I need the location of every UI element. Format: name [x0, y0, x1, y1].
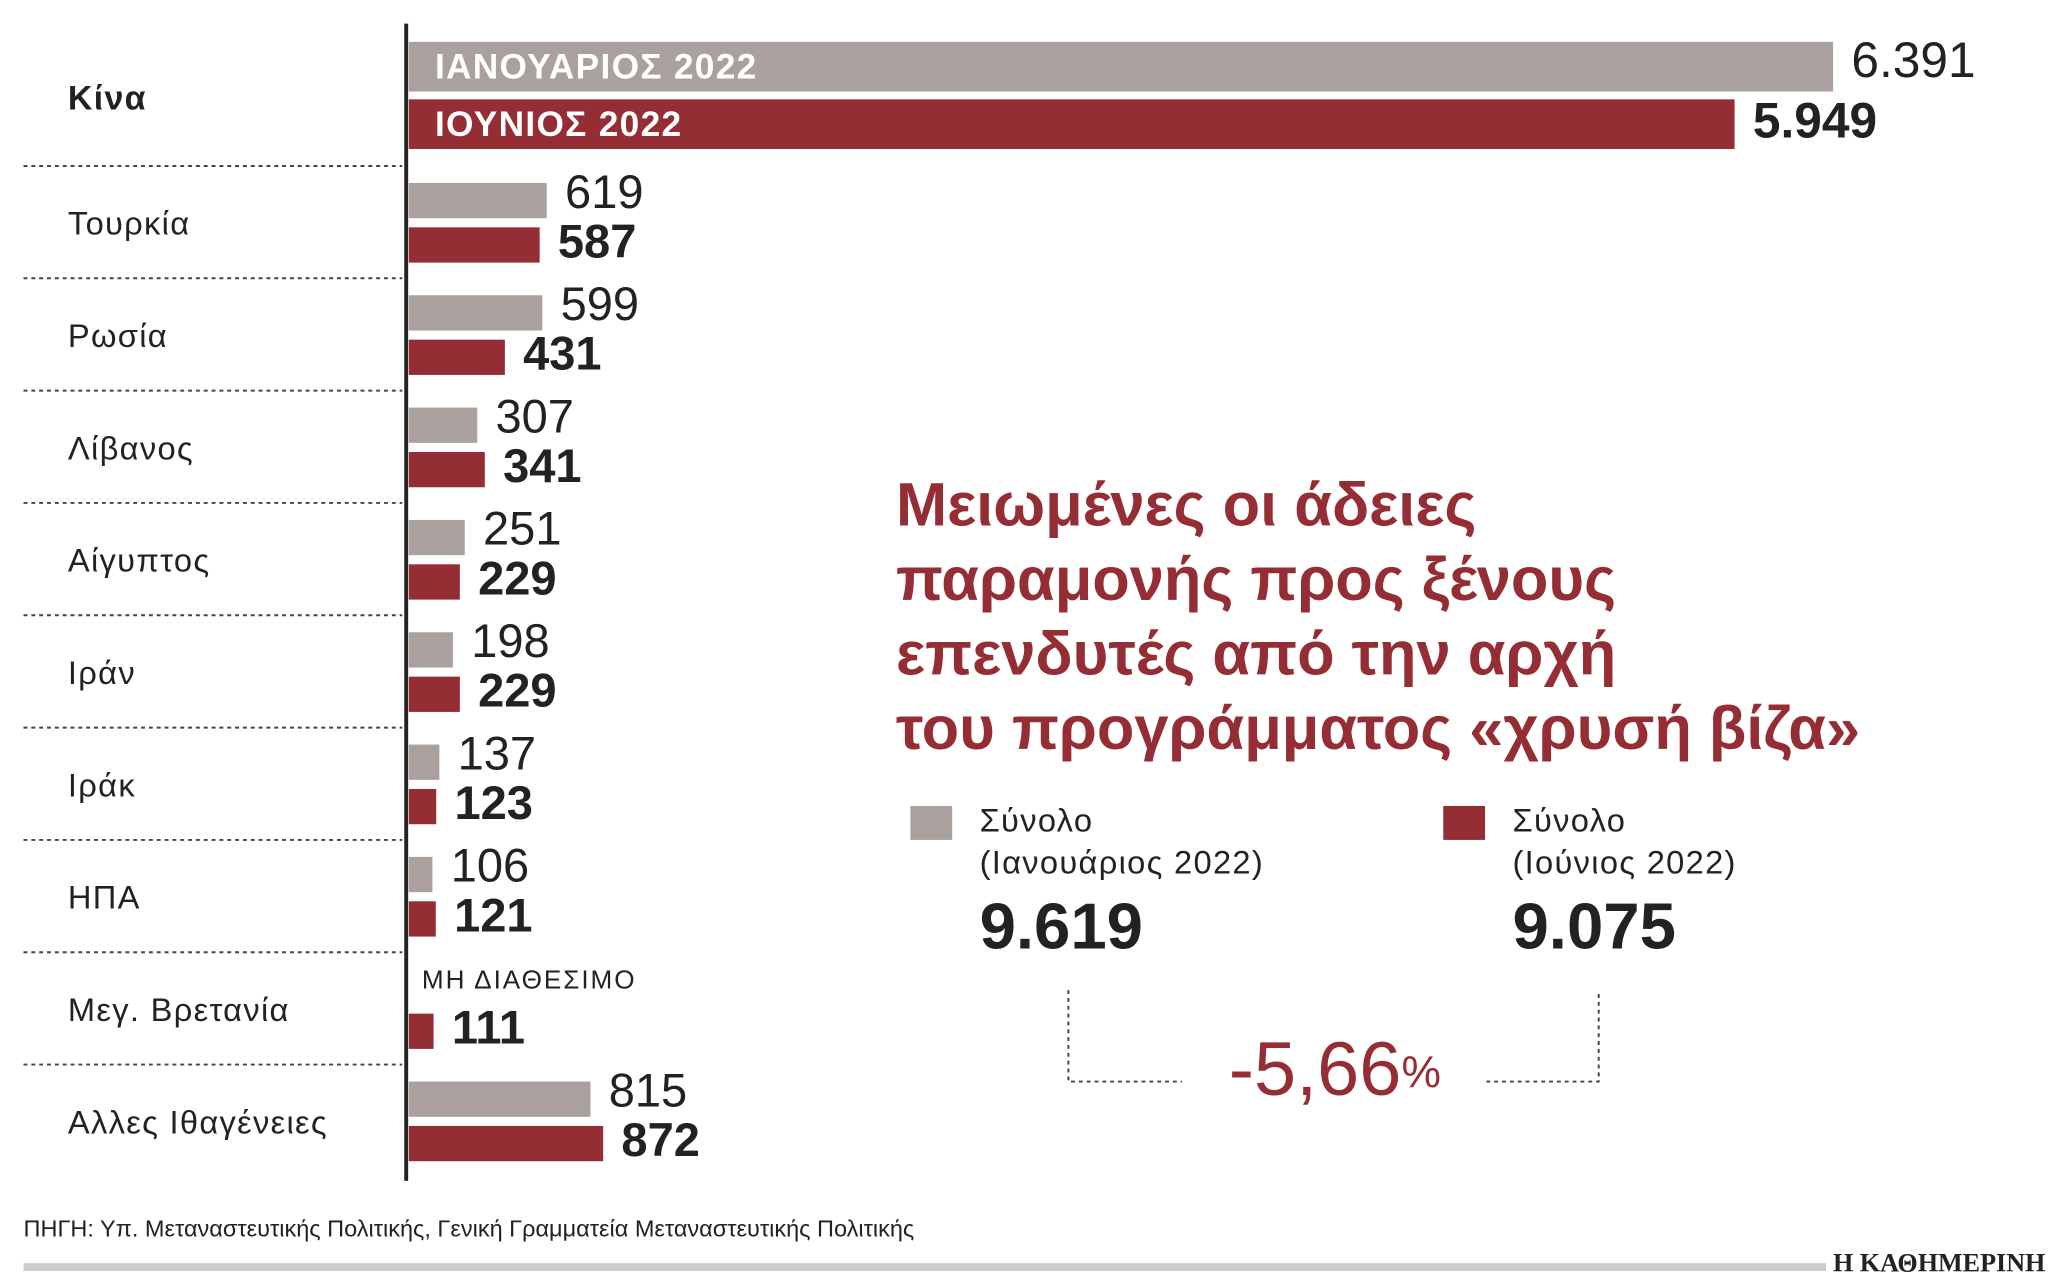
category-label: ΗΠΑ	[68, 879, 141, 916]
bar	[408, 1081, 591, 1117]
category-label: Λίβανος	[68, 429, 194, 466]
series-label: ΙΑΝΟΥΑΡΙΟΣ 2022	[435, 48, 758, 87]
bracket	[1067, 990, 1600, 1083]
summary-value: 9.075	[1512, 890, 1675, 963]
change-part: %	[1401, 1048, 1440, 1097]
category-label: Αλλες Ιθαγένειες	[68, 1103, 328, 1140]
category-label: Τουρκία	[68, 205, 191, 242]
chart-title: παραμονής προς ξένους	[896, 545, 1616, 614]
bar	[408, 856, 433, 893]
bar	[408, 452, 485, 488]
value-label: 123	[455, 776, 533, 829]
bar	[408, 339, 505, 375]
value-label: ΜΗ ΔΙΑΘΕΣΙΜΟ	[422, 965, 637, 995]
chart-title: επενδυτές από την αρχή	[896, 620, 1616, 689]
bar	[408, 901, 436, 937]
value-label: 137	[458, 726, 536, 779]
value-label: 111	[452, 1001, 525, 1054]
value-label: 5.949	[1753, 92, 1877, 148]
series-label: ΙΟΥΝΙΟΣ 2022	[435, 105, 682, 144]
bar	[408, 788, 437, 825]
change-value: -5,66%	[1229, 1027, 1441, 1112]
summary-period: (Ιανουάριος 2022)	[980, 843, 1264, 880]
value-label: 106	[451, 839, 529, 892]
bar	[408, 519, 465, 556]
change-part: -5,66	[1229, 1027, 1402, 1112]
summary-label: Σύνολο	[1512, 802, 1626, 839]
category-label: Ρωσία	[68, 317, 168, 354]
brand: Η ΚΑΘΗΜΕΡΙΝΗ	[1833, 1249, 2045, 1278]
value-label: 587	[558, 214, 636, 267]
category-label: Ιράκ	[68, 766, 136, 803]
bar	[408, 227, 540, 263]
legend-swatch	[1443, 805, 1486, 840]
value-label: 619	[565, 165, 643, 218]
source: ΠΗΓΗ: Υπ. Μεταναστευτικής Πολιτικής, Γεν…	[24, 1216, 915, 1242]
value-label: 251	[483, 502, 561, 555]
legend-swatch	[910, 805, 953, 840]
summary-label: Σύνολο	[980, 802, 1094, 839]
value-label: 229	[478, 551, 556, 604]
value-label: 121	[454, 888, 532, 941]
bar	[408, 676, 460, 712]
category-label: Μεγ. Βρετανία	[68, 991, 290, 1028]
category-label: Ιράν	[68, 654, 136, 691]
value-label: 198	[471, 614, 549, 667]
value-label: 307	[496, 389, 574, 442]
summary-period: (Ιούνιος 2022)	[1512, 843, 1736, 880]
value-label: 341	[503, 439, 581, 492]
summary-value: 9.619	[980, 890, 1143, 963]
bar	[408, 182, 547, 219]
bar	[408, 1013, 434, 1049]
chart-title: του προγράμματος «χρυσή βίζα»	[896, 694, 1860, 763]
category-label: Αίγυπτος	[68, 542, 210, 579]
chart-title: Μειωμένες οι άδειες	[896, 471, 1476, 540]
value-label: 815	[609, 1063, 687, 1116]
value-label: 872	[621, 1113, 699, 1166]
bar	[408, 41, 1834, 92]
bar	[408, 632, 453, 668]
value-label: 229	[478, 664, 556, 717]
bar	[408, 564, 460, 600]
value-label: 599	[561, 277, 639, 330]
bar	[408, 744, 440, 780]
bar	[408, 99, 1735, 149]
bar	[408, 295, 543, 331]
value-label: 431	[523, 327, 601, 380]
bar	[408, 407, 478, 443]
category-label: Κίνα	[68, 80, 147, 118]
bar	[408, 1125, 604, 1162]
value-label: 6.391	[1851, 32, 1975, 88]
